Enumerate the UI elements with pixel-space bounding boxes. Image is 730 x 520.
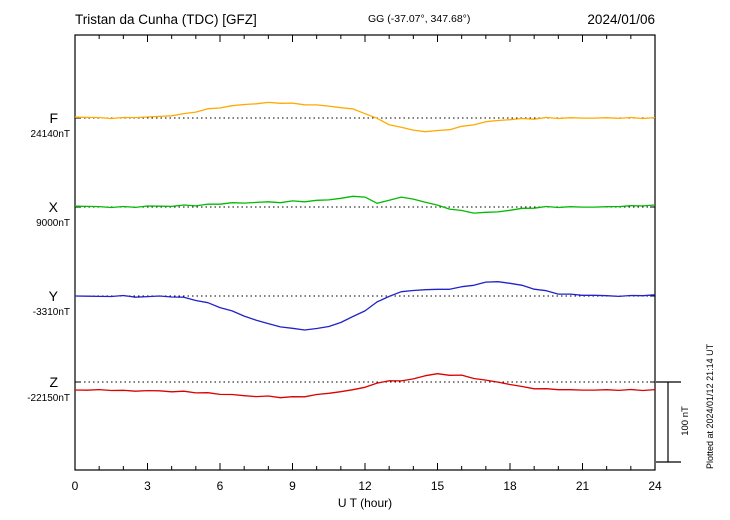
x-tick-label: 12 xyxy=(358,479,372,493)
component-label-Y: Y xyxy=(49,288,59,304)
station-title: Tristan da Cunha (TDC) [GFZ] xyxy=(75,12,257,27)
component-label-Z: Z xyxy=(49,374,58,390)
x-tick-label: 15 xyxy=(431,479,445,493)
trace-Z xyxy=(74,373,656,399)
chart-layer: 0 3 6 9 12 15 18 21 24 F 24140nT X 9000nT Y -3310nT Z -2… xyxy=(27,34,681,493)
x-tick-label: 9 xyxy=(289,479,296,493)
scale-bar-label: 100 nT xyxy=(680,406,691,436)
x-tick-label: 21 xyxy=(576,479,590,493)
plotted-at-label: Plotted at 2024/01/12 21:14 UT xyxy=(705,343,715,469)
trace-F xyxy=(74,101,656,133)
component-baseline-value-Y: -3310nT xyxy=(33,307,70,318)
geo-coords: GG (-37.07°, 347.68°) xyxy=(368,13,470,25)
trace-X xyxy=(74,195,656,214)
component-baseline-value-Z: -22150nT xyxy=(27,393,70,404)
component-label-X: X xyxy=(49,199,59,215)
x-tick-label: 0 xyxy=(72,479,79,493)
component-label-F: F xyxy=(49,110,58,126)
plot-date: 2024/01/06 xyxy=(587,12,655,27)
x-tick-label: 18 xyxy=(503,479,517,493)
component-baseline-value-F: 24140nT xyxy=(31,129,70,140)
trace-Y xyxy=(74,281,656,331)
x-tick-label: 6 xyxy=(217,479,224,493)
plot-frame xyxy=(74,34,656,471)
x-tick-label: 3 xyxy=(144,479,151,493)
x-tick-label: 24 xyxy=(648,479,662,493)
x-axis-label: U T (hour) xyxy=(338,496,392,510)
component-baseline-value-X: 9000nT xyxy=(36,218,70,229)
